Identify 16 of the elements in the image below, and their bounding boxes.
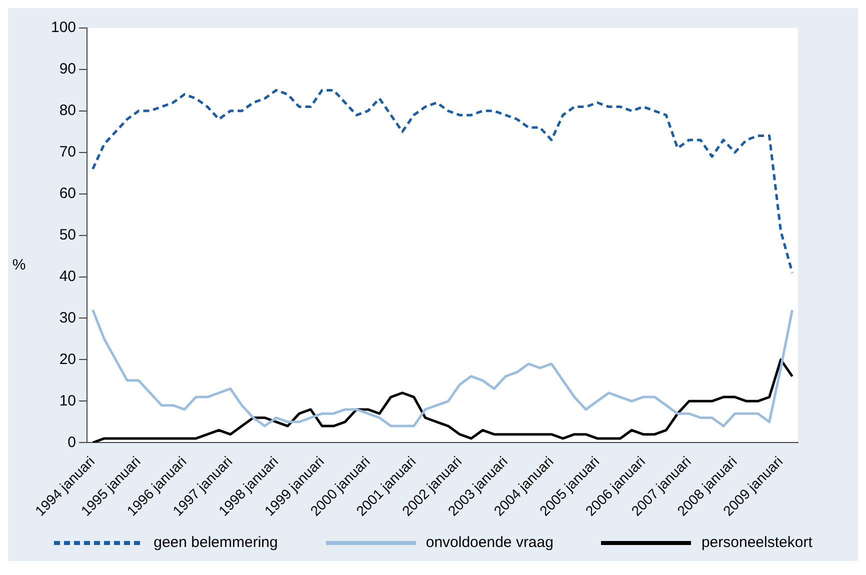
legend-label: geen belemmering xyxy=(154,534,278,551)
y-tick-label: 10 xyxy=(59,392,76,410)
y-tick-label: 90 xyxy=(59,60,76,78)
legend-label: personeelstekort xyxy=(701,534,812,551)
y-axis-title: % xyxy=(12,256,26,274)
line-series xyxy=(92,88,794,274)
y-tick-label: 20 xyxy=(59,350,76,368)
y-tick-label: 60 xyxy=(59,184,76,202)
y-tick-label: 40 xyxy=(59,268,76,285)
y-tick-label: 70 xyxy=(59,144,76,161)
legend-label: onvoldoende vraag xyxy=(426,534,554,551)
y-tick-label: 80 xyxy=(59,102,76,120)
y-tick-label: 100 xyxy=(50,19,76,36)
y-tick-label: 0 xyxy=(68,434,76,451)
y-tick-label: 50 xyxy=(59,226,76,244)
y-tick-label: 30 xyxy=(59,309,76,326)
